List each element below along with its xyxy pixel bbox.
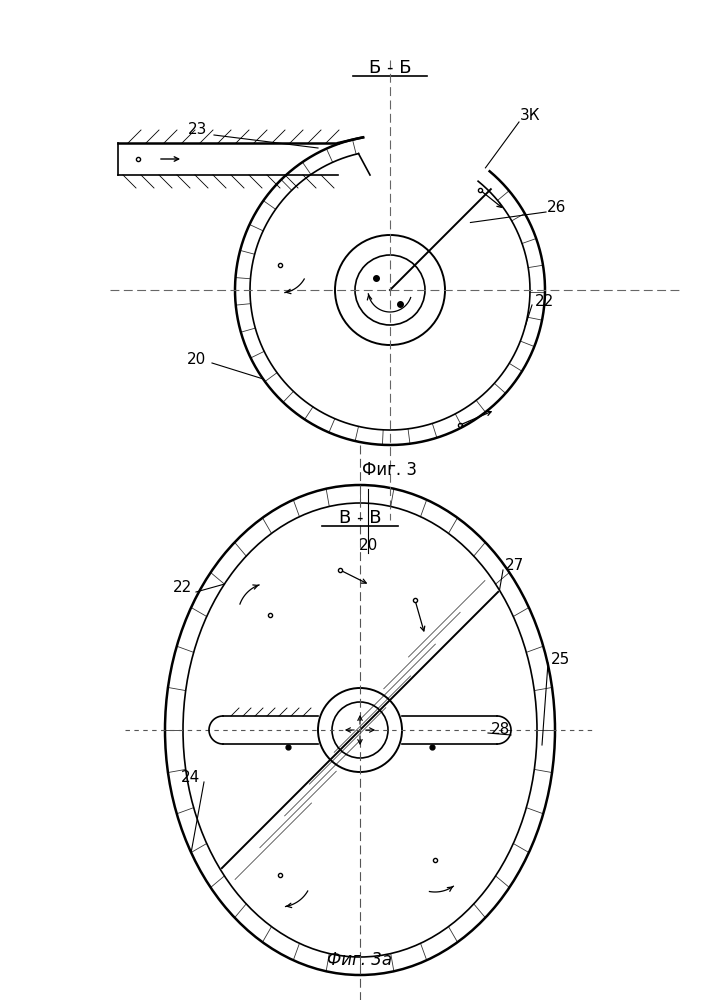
Text: Фиг. 3: Фиг. 3: [363, 461, 418, 479]
Text: 23: 23: [188, 122, 208, 137]
Text: 20: 20: [358, 538, 378, 552]
Text: 22: 22: [535, 294, 554, 310]
Text: В - В: В - В: [339, 509, 381, 527]
Text: 28: 28: [491, 722, 510, 738]
Text: Фиг. 3а: Фиг. 3а: [327, 951, 392, 969]
Text: 24: 24: [180, 770, 199, 786]
Text: 20: 20: [187, 353, 206, 367]
Text: 26: 26: [547, 200, 567, 216]
Text: 25: 25: [550, 652, 570, 668]
Text: Б - Б: Б - Б: [369, 59, 411, 77]
Text: 3К: 3К: [520, 107, 540, 122]
Text: 27: 27: [506, 558, 525, 572]
Text: 22: 22: [173, 580, 192, 595]
